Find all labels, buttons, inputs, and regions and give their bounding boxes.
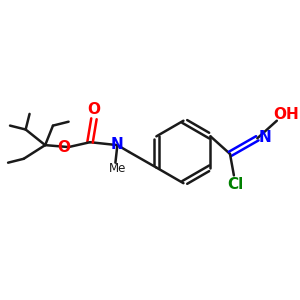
Text: OH: OH [274, 107, 299, 122]
Text: N: N [111, 136, 124, 152]
Text: Cl: Cl [228, 177, 244, 192]
Text: Me: Me [109, 162, 126, 175]
Text: O: O [87, 103, 101, 118]
Text: N: N [259, 130, 272, 145]
Text: O: O [57, 140, 70, 154]
